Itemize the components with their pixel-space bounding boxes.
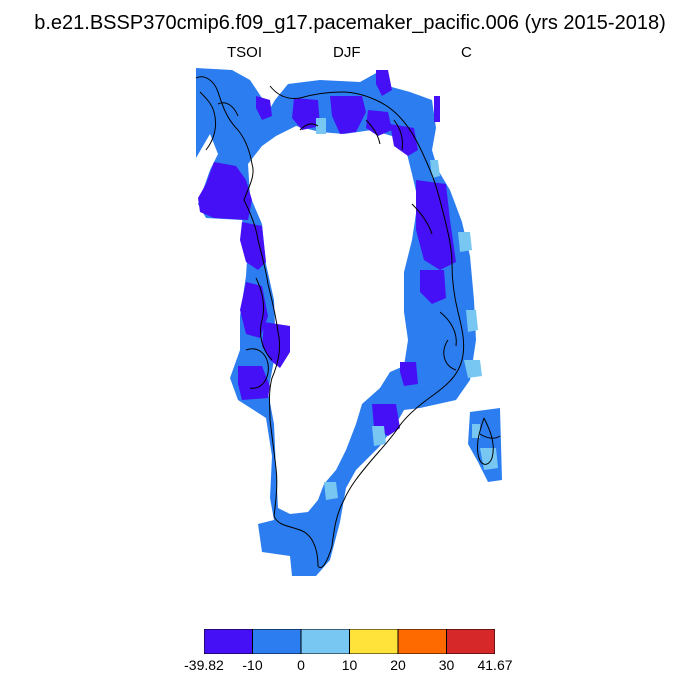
colorbar-bin xyxy=(349,629,399,654)
colorbar-label: 41.67 xyxy=(477,657,513,673)
colorbar-label: 10 xyxy=(341,657,358,673)
colorbar-bin xyxy=(397,629,447,654)
variable-label: TSOI xyxy=(227,44,263,61)
interior-no-data xyxy=(248,126,418,514)
colorbar-label: -10 xyxy=(242,657,263,673)
colorbar-bin xyxy=(204,629,253,654)
coastline xyxy=(195,76,501,568)
mild-cells xyxy=(316,118,498,500)
colorbar-label: 20 xyxy=(390,657,406,673)
colorbar-bin xyxy=(252,629,302,654)
colorbar-label: -39.82 xyxy=(184,657,224,673)
season-label: DJF xyxy=(333,44,361,61)
colorbar-label: 30 xyxy=(438,657,455,673)
colorbar-bin xyxy=(300,629,350,654)
figure-title: b.e21.BSSP370cmip6.f09_g17.pacemaker_pac… xyxy=(34,12,666,34)
colorbar-label: 0 xyxy=(297,657,305,673)
colorbar-bins xyxy=(204,629,495,654)
colorbar xyxy=(204,629,495,654)
units-label: C xyxy=(461,44,472,61)
colorbar-bin xyxy=(446,629,495,654)
